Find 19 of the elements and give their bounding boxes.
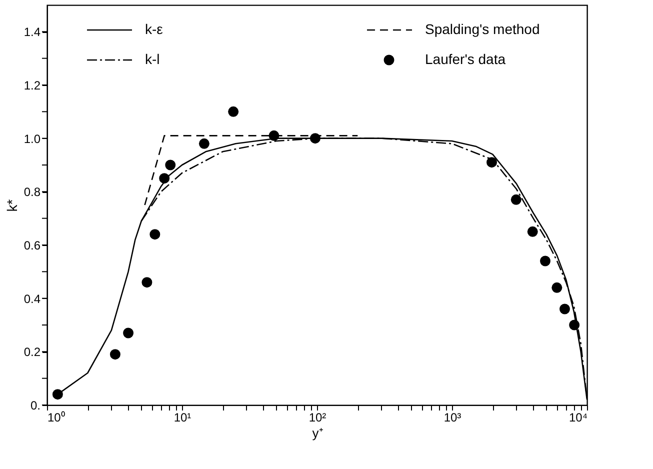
legend-label: Laufer's data (425, 51, 506, 67)
x-tick-label: 10² (308, 410, 326, 424)
y-axis-title: k* (4, 198, 20, 212)
y-tick-label: 0. (30, 398, 40, 412)
x-axis-title: y⁺ (312, 426, 323, 440)
y-tick-label: 0.8 (24, 185, 41, 200)
y-tick-label: 0.4 (24, 292, 41, 306)
x-tick-label: 10¹ (174, 410, 192, 424)
y-tick-label: 1.4 (24, 25, 41, 40)
x-tick-label: 10⁴ (568, 410, 588, 424)
y-tick-label: 1.0 (24, 132, 41, 146)
legend-label: Spalding's method (425, 21, 540, 37)
legend-label: k-l (145, 51, 160, 67)
y-tick-label: 0.2 (24, 345, 41, 360)
y-tick-label: 1.2 (24, 78, 41, 92)
x-tick-label: 10³ (444, 410, 462, 424)
x-tick-label: 10⁰ (48, 410, 65, 424)
y-tick-label: 0.6 (24, 238, 41, 252)
legend-label: k-ε (145, 21, 163, 37)
